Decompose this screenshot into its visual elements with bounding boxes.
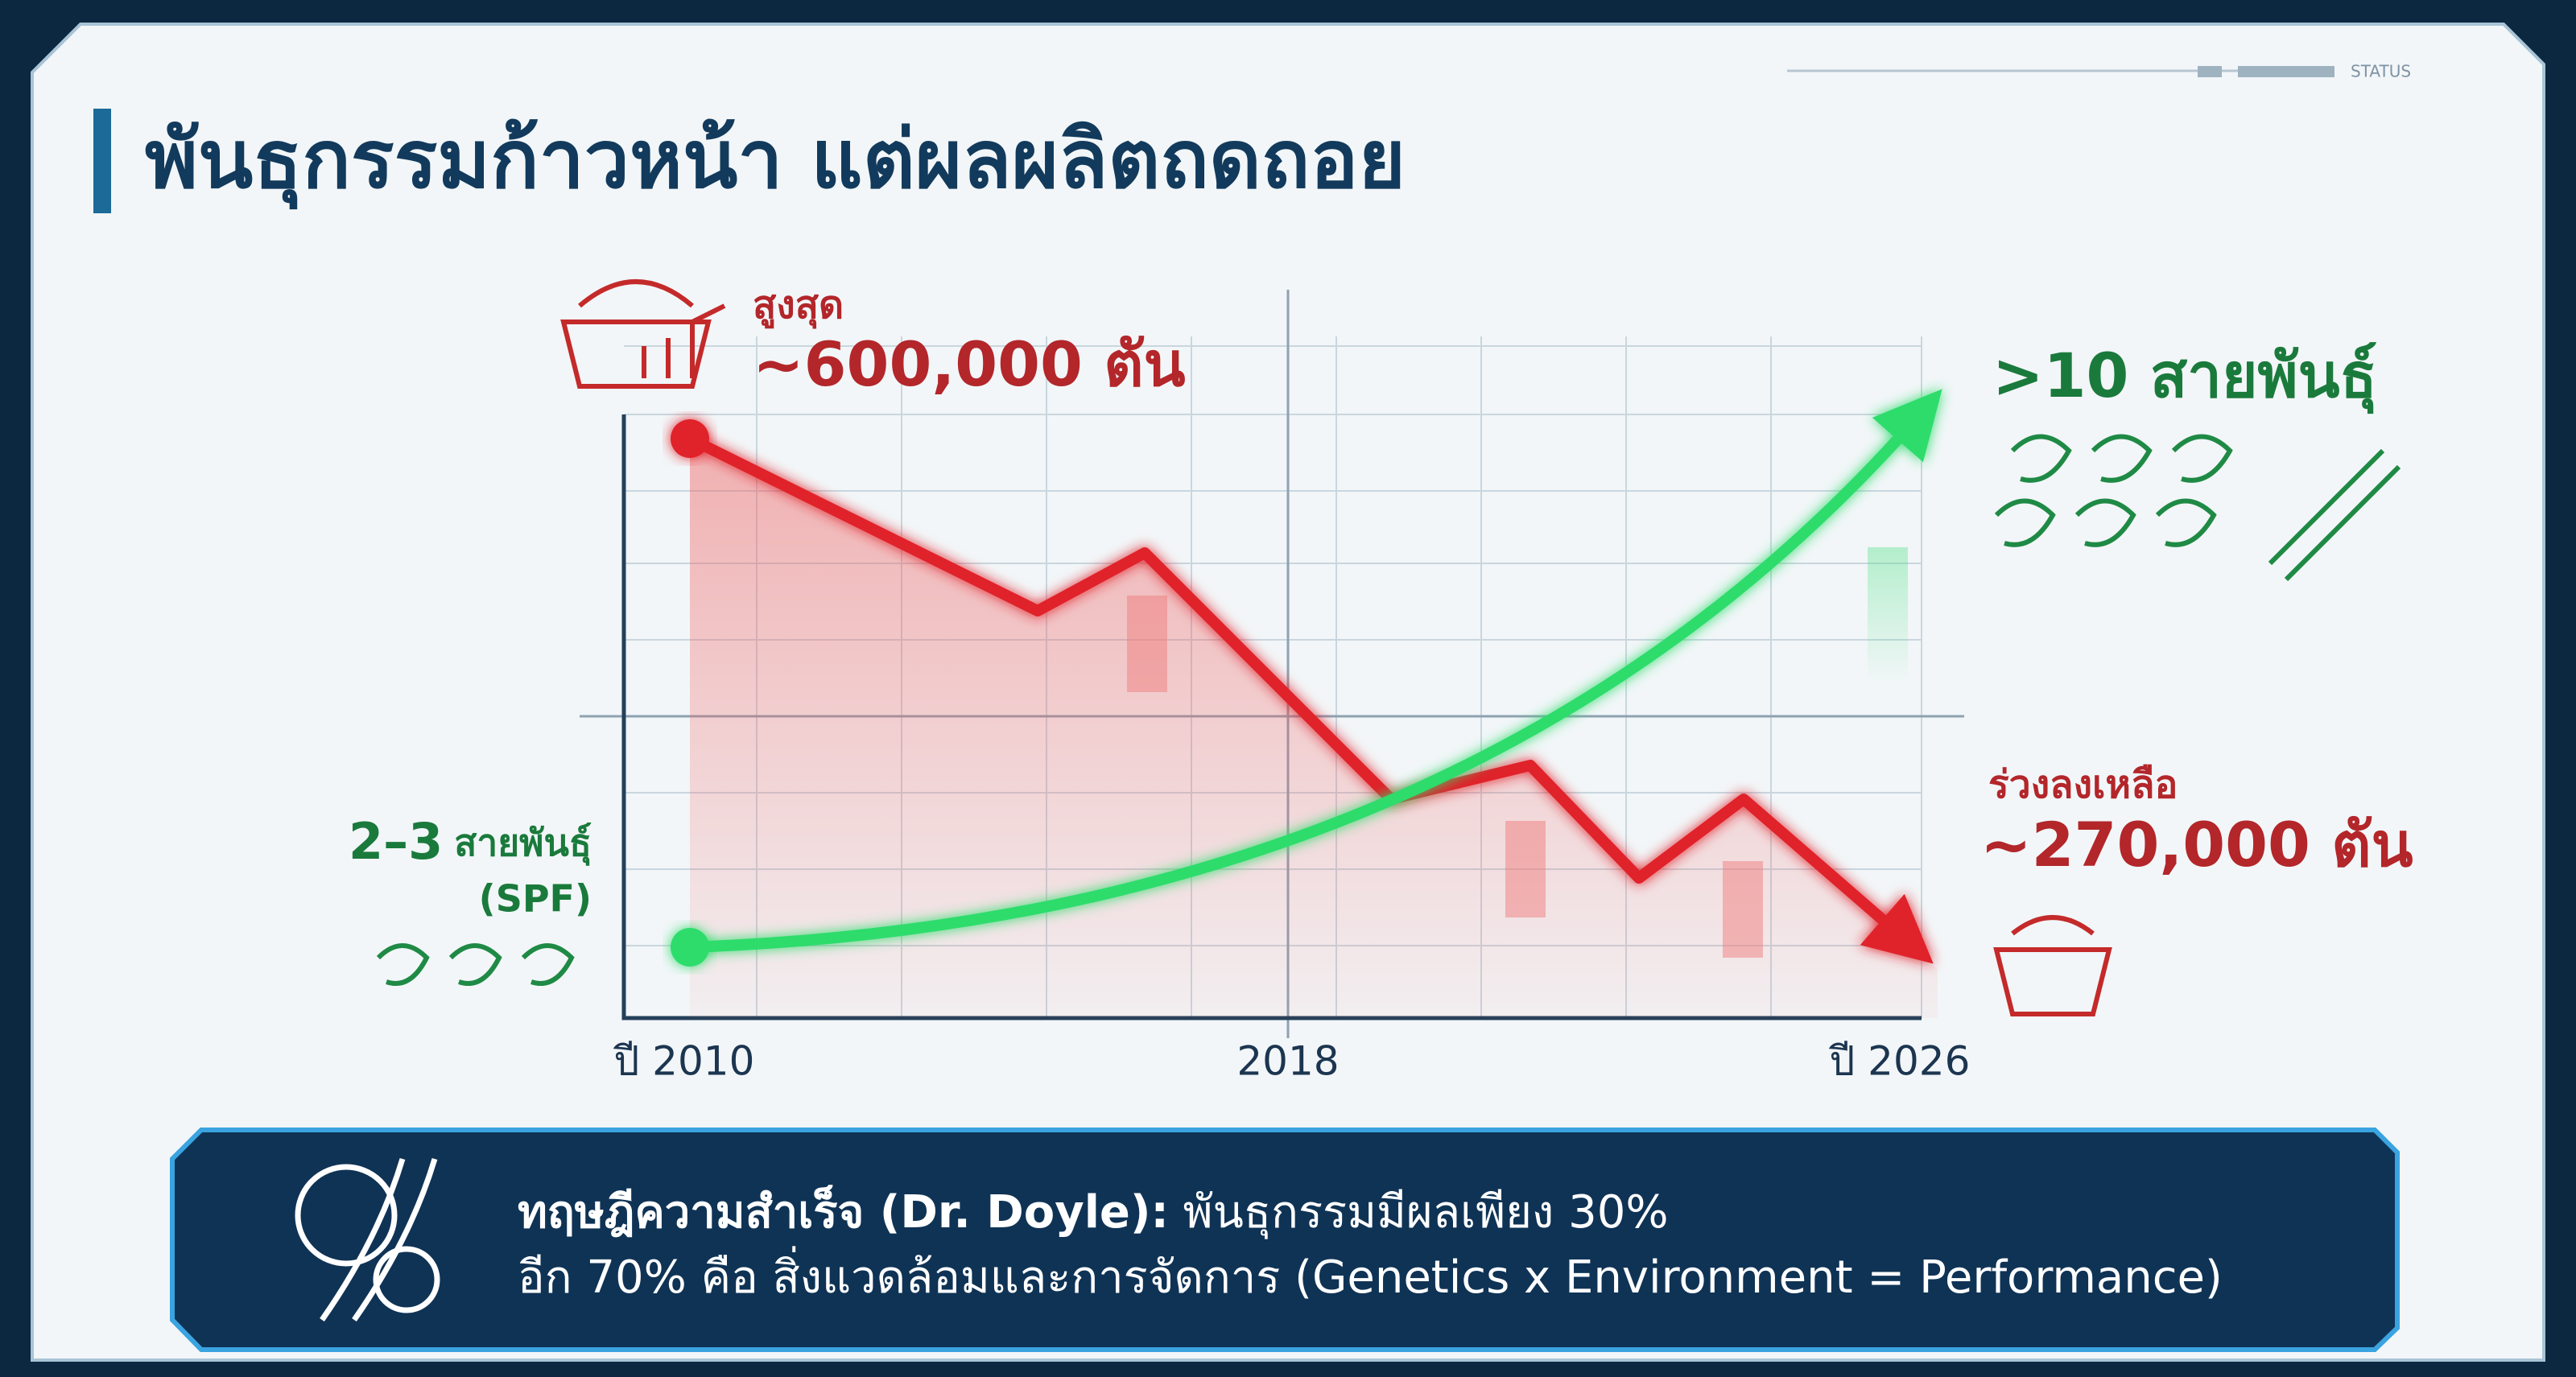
status: STATUS [2351, 62, 2411, 81]
x-label: ปี 2010 [613, 1038, 754, 1085]
deco [2238, 66, 2334, 77]
down-arrow [1723, 861, 1763, 958]
footer-line1-text: พันธุกรรมมีผลเพียง 30% [1169, 1186, 1669, 1239]
strains-note: (SPF) [479, 877, 592, 921]
footer-line1: ทฤษฎีความสำเร็จ (Dr. Doyle): พันธุกรรมมี… [518, 1184, 1669, 1239]
decline-start [671, 419, 709, 458]
peak-value: ~600,000 ตัน [753, 328, 1186, 400]
title-bar [93, 109, 111, 213]
gear-dna-icon [295, 1157, 440, 1322]
growth-start [671, 928, 709, 967]
strains-start-caption: สายพันธุ์ [454, 821, 592, 866]
x-label: 2018 [1236, 1038, 1339, 1085]
basket-icon-small [1993, 915, 2112, 1016]
drop-value: ~270,000 ตัน [1980, 809, 2413, 880]
title: พันธุกรรมก้าวหน้า แต่ผลผลิตถดถอย [145, 112, 1406, 209]
strains-start-value: 2–3 [349, 812, 443, 871]
decline-line [687, 433, 1934, 964]
footer-line2: อีก 70% คือ สิ่งแวดล้อมและการจัดการ (Gen… [518, 1246, 2223, 1304]
x-label: ปี 2026 [1828, 1038, 1970, 1085]
growth-line [689, 389, 1942, 953]
shrimp-icons [376, 434, 2401, 986]
strains-start: 2–3 สายพันธุ์ [349, 812, 592, 871]
basket-icon [560, 279, 726, 389]
drop-caption: ร่วงลงเหลือ [1988, 762, 2178, 807]
deco [2198, 66, 2222, 77]
strains-end: >10 สายพันธุ์ [1992, 340, 2377, 414]
down-arrow [1127, 596, 1167, 692]
up-arrow [1868, 547, 1908, 684]
footer-panel [170, 1128, 2400, 1352]
footer-lead: ทฤษฎีความสำเร็จ (Dr. Doyle): [518, 1184, 1169, 1239]
down-arrow [1505, 821, 1546, 917]
peak-caption: สูงสุด [753, 282, 844, 329]
